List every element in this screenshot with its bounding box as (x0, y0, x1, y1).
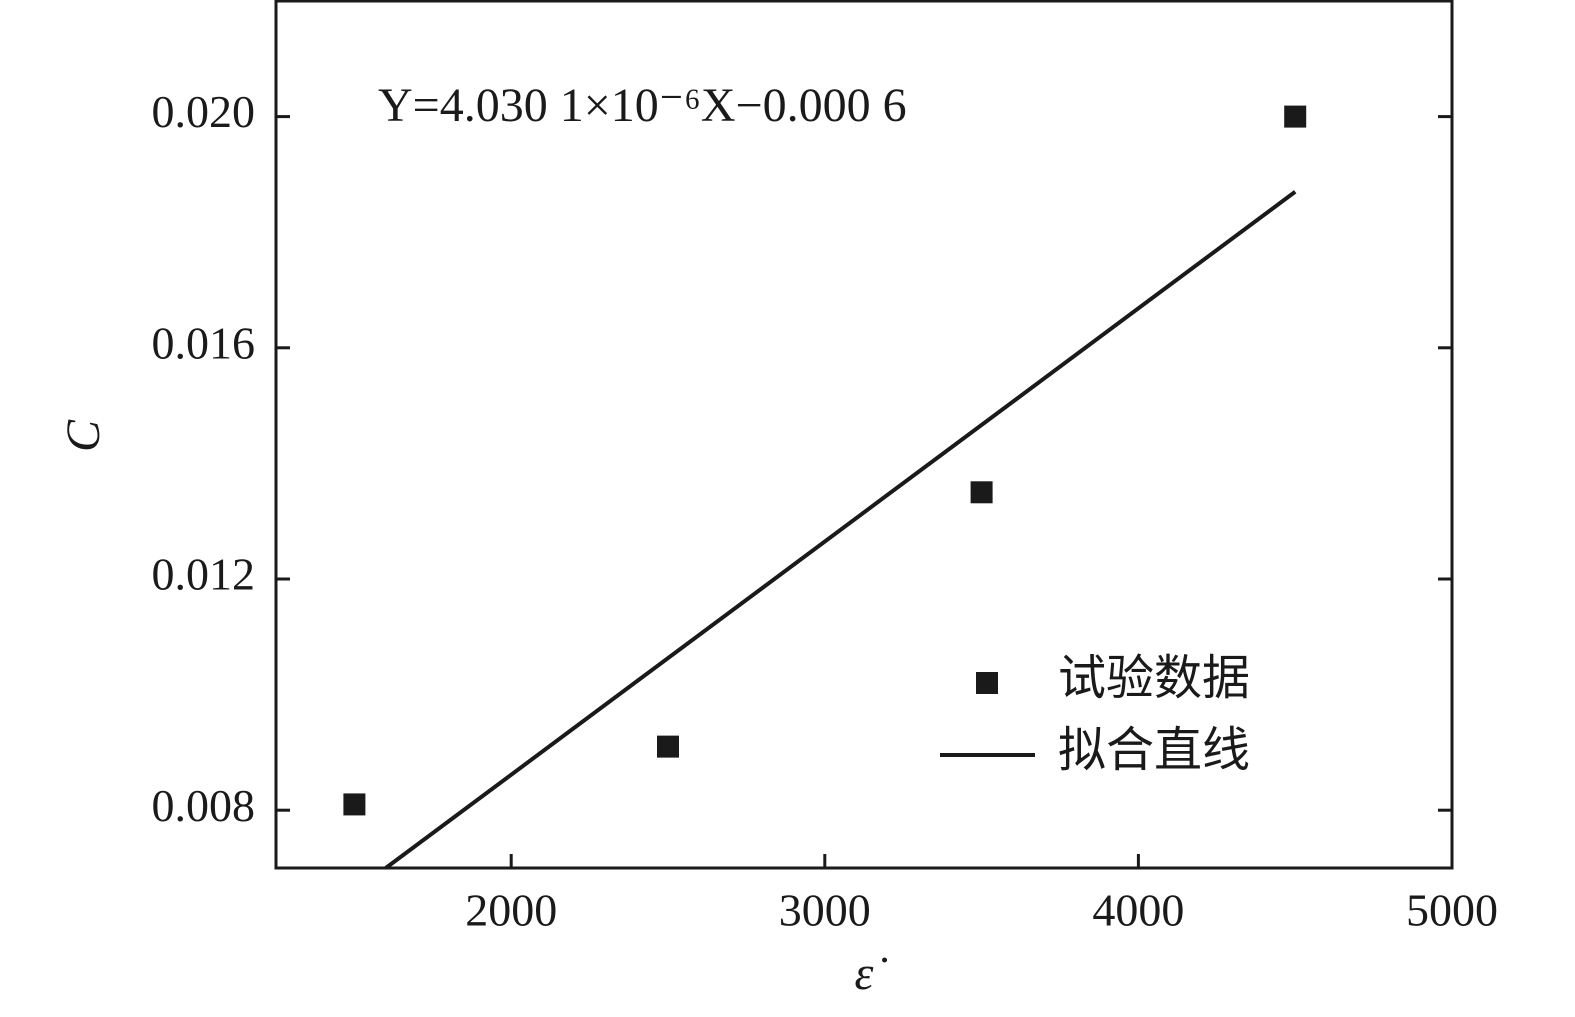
y-tick-label: 0.016 (152, 317, 256, 368)
data-point (343, 793, 366, 816)
fit-equation: Y=4.030 1×10⁻⁶X−0.000 6 (378, 79, 907, 132)
y-tick-label: 0.008 (152, 780, 256, 831)
legend-label: 拟合直线 (1058, 724, 1250, 777)
x-tick-label: 2000 (465, 885, 557, 936)
x-tick-label: 4000 (1092, 885, 1184, 936)
legend-marker (976, 672, 998, 694)
y-tick-label: 0.020 (152, 86, 256, 137)
plot-frame (274, 0, 1454, 870)
x-tick-label: 5000 (1406, 885, 1498, 936)
x-axis-label: ε̇ (855, 947, 888, 1000)
data-point (1284, 105, 1307, 128)
data-point (657, 735, 679, 758)
y-axis-label: C (57, 419, 110, 452)
legend-label: 试验数据 (1058, 652, 1250, 705)
y-tick-label: 0.012 (152, 549, 256, 600)
x-tick-label: 3000 (779, 885, 871, 936)
data-point (970, 481, 993, 504)
fit-line (384, 190, 1297, 870)
